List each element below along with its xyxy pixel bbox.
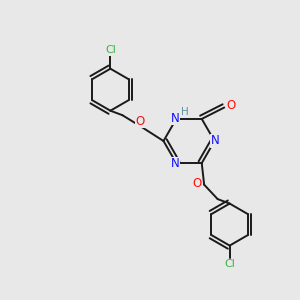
Text: O: O	[226, 99, 236, 112]
Text: Cl: Cl	[224, 259, 235, 269]
Text: N: N	[211, 134, 220, 148]
Text: N: N	[170, 112, 179, 124]
Text: O: O	[192, 177, 201, 190]
Text: N: N	[171, 158, 180, 170]
Text: H: H	[181, 107, 188, 117]
Text: O: O	[136, 115, 145, 128]
Text: Cl: Cl	[105, 45, 116, 55]
